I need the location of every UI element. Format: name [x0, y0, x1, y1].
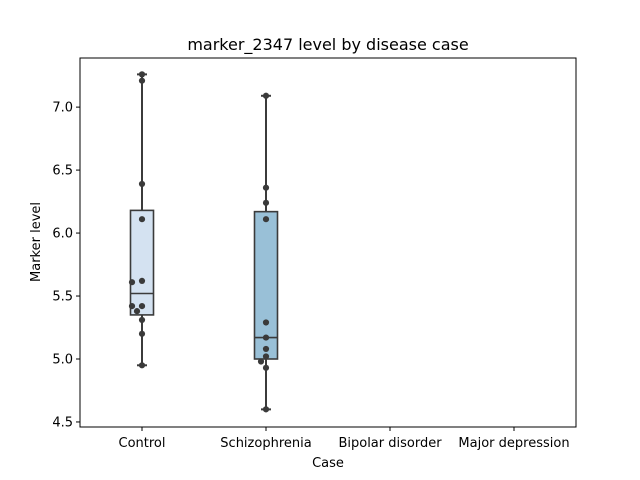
data-point	[138, 277, 146, 285]
data-point	[262, 184, 270, 191]
y-axis: 4.5 5.0 5.5 6.0 6.5 7.0	[52, 101, 80, 430]
data-point	[262, 319, 270, 326]
plot-frame	[79, 57, 577, 428]
data-point	[128, 302, 136, 310]
data-point	[128, 279, 136, 286]
y-tick-label: 7.0	[52, 101, 73, 116]
x-axis: Control Schizophrenia Bipolar disorder Majo…	[119, 427, 570, 451]
y-tick-label: 5.5	[52, 290, 73, 305]
data-point	[138, 330, 146, 337]
x-tick-label: Control	[119, 436, 166, 451]
data-point	[138, 216, 146, 223]
box-group-schizophrenia	[253, 92, 279, 413]
plot-area	[128, 71, 279, 413]
x-tick-label: Bipolar disorder	[338, 436, 442, 451]
data-point	[262, 345, 270, 353]
x-tick-label: Major depression	[458, 436, 569, 451]
data-point	[138, 71, 146, 78]
y-tick-label: 4.5	[52, 415, 73, 430]
data-point	[262, 199, 270, 206]
data-point	[138, 77, 146, 84]
y-tick-label: 6.5	[52, 164, 73, 179]
data-point	[257, 358, 265, 365]
data-point	[138, 180, 146, 188]
box-group-control	[128, 71, 155, 369]
data-point	[138, 362, 146, 369]
y-tick-label: 6.0	[52, 227, 73, 242]
chart-title: marker_2347 level by disease case	[187, 35, 468, 55]
data-point	[262, 353, 270, 360]
data-point	[262, 216, 270, 223]
data-point	[262, 334, 270, 341]
box	[129, 209, 155, 316]
data-point	[133, 308, 141, 315]
x-tick-label: Schizophrenia	[220, 436, 311, 451]
data-point	[262, 364, 270, 371]
data-point	[262, 92, 270, 99]
data-point	[138, 302, 146, 310]
y-tick-label: 5.0	[52, 352, 73, 367]
x-axis-label: Case	[312, 456, 344, 471]
y-axis-label: Marker level	[29, 202, 44, 282]
data-point	[138, 316, 146, 324]
data-point	[262, 406, 270, 413]
